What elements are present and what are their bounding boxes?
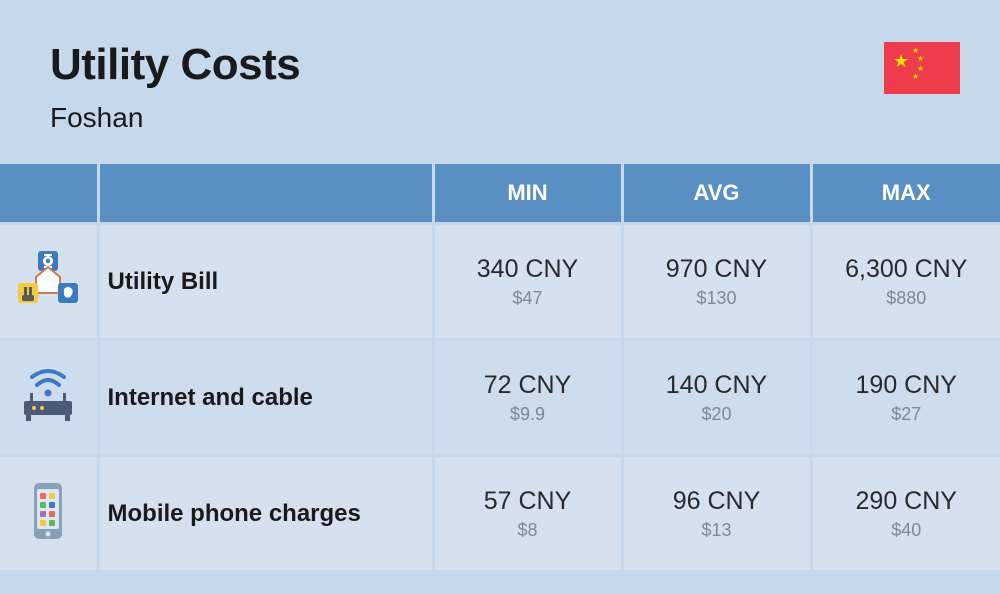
row-icon-cell xyxy=(0,340,98,456)
val-secondary: $880 xyxy=(821,288,993,309)
val-primary: 140 CNY xyxy=(632,371,802,400)
row-icon-cell xyxy=(0,224,98,340)
cell-max: 290 CNY $40 xyxy=(811,456,1000,571)
row-icon-cell xyxy=(0,456,98,571)
val-secondary: $40 xyxy=(821,520,993,541)
costs-table: MIN AVG MAX xyxy=(0,164,1000,570)
table-header-row: MIN AVG MAX xyxy=(0,164,1000,224)
th-max: MAX xyxy=(811,164,1000,224)
table-row: Internet and cable 72 CNY $9.9 140 CNY $… xyxy=(0,340,1000,456)
page-subtitle: Foshan xyxy=(50,102,950,134)
val-secondary: $8 xyxy=(443,520,613,541)
cell-max: 190 CNY $27 xyxy=(811,340,1000,456)
row-label: Mobile phone charges xyxy=(98,456,433,571)
val-secondary: $47 xyxy=(443,288,613,309)
val-primary: 57 CNY xyxy=(443,487,613,516)
page-title: Utility Costs xyxy=(50,40,950,90)
val-primary: 340 CNY xyxy=(443,255,613,284)
cell-avg: 140 CNY $20 xyxy=(622,340,811,456)
internet-router-icon xyxy=(16,363,80,427)
th-blank-label xyxy=(98,164,433,224)
val-secondary: $13 xyxy=(632,520,802,541)
cell-min: 57 CNY $8 xyxy=(433,456,622,571)
val-secondary: $27 xyxy=(821,404,993,425)
val-primary: 970 CNY xyxy=(632,255,802,284)
val-secondary: $9.9 xyxy=(443,404,613,425)
val-primary: 190 CNY xyxy=(821,371,993,400)
mobile-phone-icon xyxy=(16,479,80,543)
val-secondary: $20 xyxy=(632,404,802,425)
row-label: Internet and cable xyxy=(98,340,433,456)
cell-min: 340 CNY $47 xyxy=(433,224,622,340)
val-primary: 72 CNY xyxy=(443,371,613,400)
th-blank-icon xyxy=(0,164,98,224)
header: Utility Costs Foshan ★ ★ ★ ★ ★ xyxy=(0,0,1000,164)
val-primary: 96 CNY xyxy=(632,487,802,516)
china-flag-icon: ★ ★ ★ ★ ★ xyxy=(884,42,960,94)
row-label: Utility Bill xyxy=(98,224,433,340)
cell-max: 6,300 CNY $880 xyxy=(811,224,1000,340)
val-primary: 290 CNY xyxy=(821,487,993,516)
table-row: Mobile phone charges 57 CNY $8 96 CNY $1… xyxy=(0,456,1000,571)
th-avg: AVG xyxy=(622,164,811,224)
table-row: Utility Bill 340 CNY $47 970 CNY $130 6,… xyxy=(0,224,1000,340)
utility-bill-icon xyxy=(16,247,80,311)
cell-avg: 970 CNY $130 xyxy=(622,224,811,340)
th-min: MIN xyxy=(433,164,622,224)
cell-avg: 96 CNY $13 xyxy=(622,456,811,571)
val-secondary: $130 xyxy=(632,288,802,309)
val-primary: 6,300 CNY xyxy=(821,255,993,284)
cell-min: 72 CNY $9.9 xyxy=(433,340,622,456)
